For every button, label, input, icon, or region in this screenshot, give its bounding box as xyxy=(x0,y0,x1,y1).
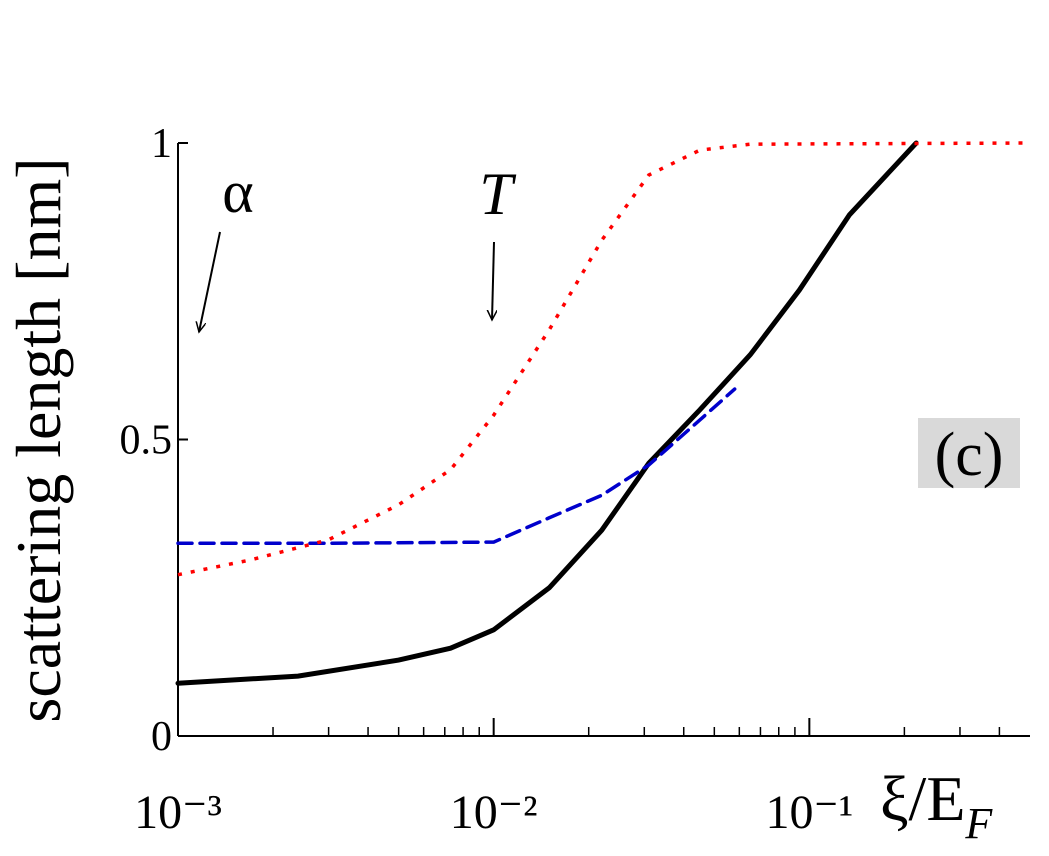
panel-label-bg xyxy=(918,418,1020,488)
alpha-arrow xyxy=(199,231,221,332)
y-tick-label: 1 xyxy=(151,121,172,167)
y-axis-label: scattering length [nm] xyxy=(3,157,74,722)
x-tick-label: 10⁻² xyxy=(450,786,538,839)
series-line xyxy=(176,387,737,546)
t-arrow xyxy=(492,241,494,320)
y-tick-label: 0.5 xyxy=(120,418,173,464)
panel-label: (c) xyxy=(935,421,1004,489)
x-axis-label-main: ξ/E xyxy=(880,763,965,834)
alpha-annotation: α xyxy=(222,159,253,225)
x-axis-label: ξ/EF xyxy=(880,763,993,848)
x-tick-label: 10⁻³ xyxy=(134,786,222,839)
series-line xyxy=(177,141,1031,577)
t-annotation: T xyxy=(479,161,516,227)
x-tick-label: 10⁻¹ xyxy=(765,786,853,839)
x-axis-label-sub: F xyxy=(964,799,993,848)
series-line xyxy=(175,140,919,686)
y-tick-label: 0 xyxy=(151,714,172,760)
